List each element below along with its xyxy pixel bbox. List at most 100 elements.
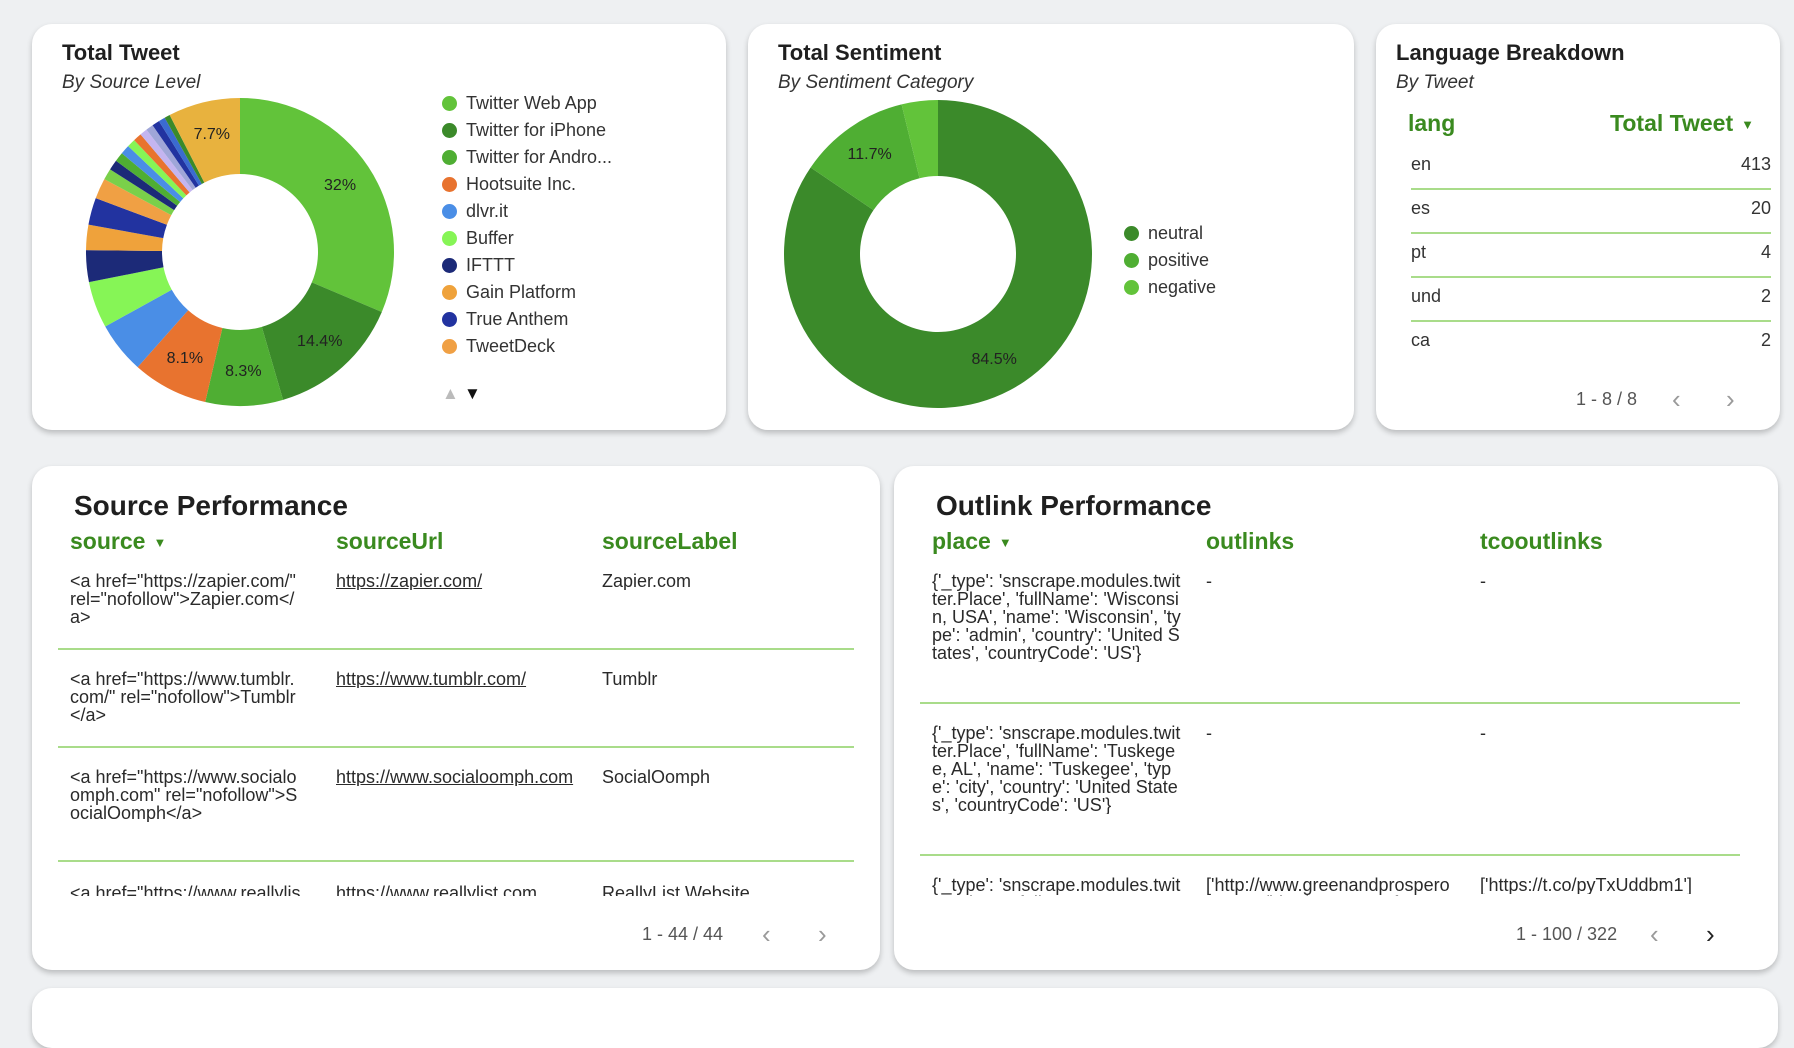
legend-item[interactable]: Twitter Web App bbox=[442, 90, 612, 117]
legend-item[interactable]: Buffer bbox=[442, 225, 612, 252]
chevron-left-icon[interactable]: ‹ bbox=[762, 919, 771, 949]
legend-label: dlvr.it bbox=[466, 201, 509, 221]
sentiment-donut-chart[interactable] bbox=[782, 98, 1094, 410]
donut-slice-buffer[interactable] bbox=[88, 267, 172, 327]
total-sentiment-title: Total Sentiment bbox=[778, 40, 942, 65]
donut-slice-gain-platform[interactable] bbox=[86, 224, 164, 252]
table-row[interactable]: es 20 bbox=[1411, 188, 1771, 234]
col-header-lang-label: lang bbox=[1408, 110, 1456, 136]
legend-label: negative bbox=[1148, 277, 1217, 297]
legend-item[interactable]: TweetDeck bbox=[442, 333, 612, 360]
tcooutlinks-cell: ['https://t.co/pyTxUddbm1'] bbox=[1480, 876, 1692, 894]
donut-slice-other[interactable] bbox=[164, 115, 205, 184]
slice-label: 14.4% bbox=[297, 332, 343, 350]
row-divider bbox=[58, 648, 854, 650]
legend-label: Twitter Web App bbox=[466, 93, 597, 113]
source-donut-chart[interactable] bbox=[84, 96, 396, 408]
table-row[interactable]: pt 4 bbox=[1411, 232, 1771, 278]
lang-cell: ca bbox=[1411, 330, 1431, 350]
slice-label: 8.3% bbox=[225, 362, 262, 380]
legend-item[interactable]: Twitter for Andro... bbox=[442, 144, 612, 171]
col-header-outlinks[interactable]: outlinks bbox=[1206, 528, 1295, 554]
legend-label: Twitter for iPhone bbox=[466, 120, 607, 140]
language-subtitle: By Tweet bbox=[1396, 72, 1474, 93]
table-row[interactable]: und 2 bbox=[1411, 276, 1771, 322]
chevron-right-icon[interactable]: › bbox=[1706, 919, 1715, 949]
triangle-down-icon[interactable]: ▼ bbox=[464, 384, 481, 403]
source-url-link[interactable]: https://www.socialoomph.com bbox=[336, 768, 574, 786]
donut-slice-twitter-for-iphone[interactable] bbox=[261, 282, 382, 400]
source-url-link[interactable]: https://zapier.com/ bbox=[336, 572, 483, 590]
donut-slice-negative[interactable] bbox=[901, 100, 938, 179]
donut-slice-neutral[interactable] bbox=[784, 100, 1092, 408]
place-cell: {'_type': 'snscrape.modules.twitter.Plac… bbox=[932, 876, 1181, 896]
donut-slice-tweetdeck[interactable] bbox=[95, 179, 172, 225]
table-row[interactable]: en 413 bbox=[1411, 144, 1771, 190]
table-row[interactable]: ca 2 bbox=[1411, 320, 1771, 350]
col-header-tcooutlinks[interactable]: tcooutlinks bbox=[1480, 528, 1603, 554]
donut-slice-positive[interactable] bbox=[810, 104, 920, 211]
chevron-right-icon[interactable]: › bbox=[818, 919, 827, 949]
legend-item[interactable]: positive bbox=[1124, 247, 1216, 274]
legend-item[interactable]: True Anthem bbox=[442, 306, 612, 333]
row-divider bbox=[58, 746, 854, 748]
source-label-cell: Tumblr bbox=[602, 670, 658, 688]
donut-slice-other[interactable] bbox=[158, 117, 202, 186]
donut-slice-dlvr-it[interactable] bbox=[105, 289, 189, 368]
donut-slice-hootsuite-inc[interactable] bbox=[137, 310, 223, 403]
donut-slice-twitter-for-andro[interactable] bbox=[205, 326, 284, 406]
col-header-total-tweet[interactable]: Total Tweet ▼ bbox=[1610, 110, 1754, 137]
donut-slice-other[interactable] bbox=[128, 140, 187, 199]
chevron-right-icon[interactable]: › bbox=[1726, 384, 1735, 414]
donut-slice-ifttt[interactable] bbox=[86, 250, 164, 283]
legend-item[interactable]: dlvr.it bbox=[442, 198, 612, 225]
legend-item[interactable]: Hootsuite Inc. bbox=[442, 171, 612, 198]
legend-item[interactable]: IFTTT bbox=[442, 252, 612, 279]
legend-dot-icon bbox=[442, 96, 457, 111]
legend-dot-icon bbox=[442, 123, 457, 138]
lang-cell: und bbox=[1411, 286, 1442, 306]
donut-slice-other[interactable] bbox=[115, 153, 181, 206]
triangle-up-icon[interactable]: ▲ bbox=[442, 384, 459, 403]
legend-label: True Anthem bbox=[466, 309, 569, 329]
legend-item[interactable]: negative bbox=[1124, 274, 1216, 301]
col-header-sourcelabel[interactable]: sourceLabel bbox=[602, 528, 738, 554]
outlink-pager-text: 1 - 100 / 322 bbox=[1516, 924, 1618, 944]
slice-label: 11.7% bbox=[847, 146, 892, 164]
donut-slice-twitter-web-app[interactable] bbox=[240, 98, 394, 313]
source-table-body: <a href="https://zapier.com/" rel="nofol… bbox=[32, 566, 880, 896]
chevron-left-icon[interactable]: ‹ bbox=[1672, 384, 1681, 414]
outlinks-cell: - bbox=[1206, 724, 1212, 742]
donut-slice-other[interactable] bbox=[152, 121, 199, 188]
chevron-left-icon[interactable]: ‹ bbox=[1650, 919, 1659, 949]
tcooutlinks-cell: - bbox=[1480, 724, 1486, 742]
source-cell: <a href="https://zapier.com/" rel="nofol… bbox=[70, 572, 301, 626]
donut-slice-other[interactable] bbox=[140, 129, 193, 193]
col-header-source[interactable]: source ▼ bbox=[70, 528, 166, 555]
donut-slice-other[interactable] bbox=[169, 98, 240, 183]
total-tweet-subtitle: By Source Level bbox=[62, 72, 201, 93]
lang-cell: en bbox=[1411, 154, 1432, 174]
donut-slice-other[interactable] bbox=[121, 146, 184, 202]
legend-dot-icon bbox=[442, 150, 457, 165]
col-header-place[interactable]: place ▼ bbox=[932, 528, 1012, 555]
source-url-link[interactable]: https://www.reallylist.com bbox=[336, 884, 538, 896]
legend-dot-icon bbox=[442, 258, 457, 273]
language-card: Language Breakdown By Tweet lang Total T… bbox=[1376, 24, 1780, 430]
legend-label: positive bbox=[1148, 250, 1210, 270]
legend-label: Hootsuite Inc. bbox=[466, 174, 577, 194]
source-url-link[interactable]: https://www.tumblr.com/ bbox=[336, 670, 527, 688]
donut-slice-true-anthem[interactable] bbox=[88, 198, 167, 239]
legend-item[interactable]: Gain Platform bbox=[442, 279, 612, 306]
legend-item[interactable]: neutral bbox=[1124, 220, 1216, 247]
source-cell: <a href="https://www.tumblr.com/" rel="n… bbox=[70, 670, 296, 724]
col-header-sourceurl[interactable]: sourceUrl bbox=[336, 528, 444, 554]
language-table-body: en 413 es 20 pt 4 und 2 ca 2 it 1 bbox=[1376, 144, 1780, 350]
legend-item[interactable]: Twitter for iPhone bbox=[442, 117, 612, 144]
donut-slice-other[interactable] bbox=[146, 125, 196, 191]
donut-slice-other[interactable] bbox=[104, 169, 175, 216]
donut-slice-other[interactable] bbox=[110, 160, 178, 211]
col-header-lang[interactable]: lang bbox=[1408, 110, 1455, 137]
donut-slice-other[interactable] bbox=[134, 134, 190, 196]
total-cell: 4 bbox=[1760, 242, 1771, 262]
